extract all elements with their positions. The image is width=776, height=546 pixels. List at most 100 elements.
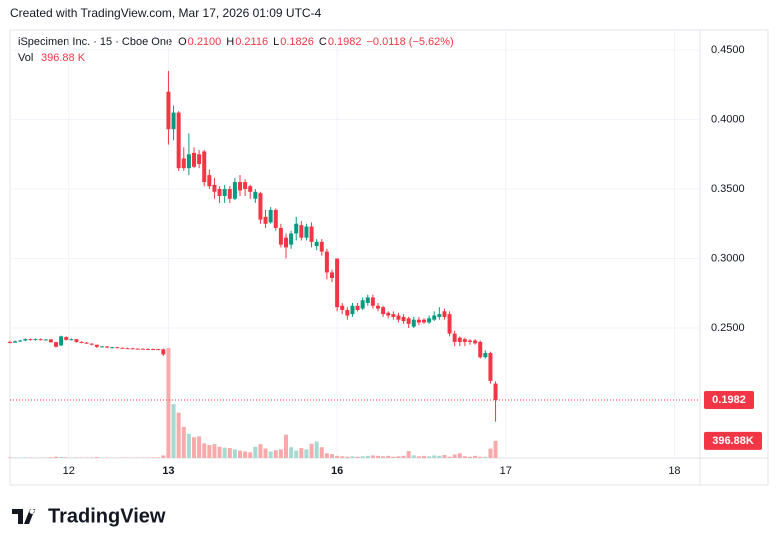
last-price-label: 0.1982 <box>712 394 746 406</box>
volume-bar <box>452 454 457 458</box>
candle-body <box>386 312 391 316</box>
volume-bar <box>330 454 334 458</box>
last-volume-box <box>704 431 762 450</box>
volume-bar <box>468 456 472 458</box>
candle-body <box>227 189 232 199</box>
candle-body <box>186 154 191 169</box>
volume-bar <box>340 456 345 458</box>
volume-bar <box>447 456 452 458</box>
candle-body <box>478 341 483 358</box>
volume-bar <box>350 456 355 458</box>
candle-body <box>105 346 110 348</box>
candle-body <box>355 305 360 310</box>
legend: iSpecimen Inc. · 15 · Cboe One Vol 396.8… <box>18 36 454 64</box>
volume-bar <box>156 457 161 458</box>
symbol: iSpecimen Inc. · 15 · Cboe One <box>18 36 172 48</box>
y-tick-label: 0.3500 <box>711 183 745 195</box>
candle-body <box>212 184 217 192</box>
volume-bar <box>304 449 309 458</box>
volume-bar <box>222 447 227 458</box>
candle-body <box>120 347 125 349</box>
logo: TradingView <box>12 505 166 527</box>
candle-body <box>130 348 135 350</box>
volume-bar <box>263 448 268 458</box>
x-tick-label: 18 <box>668 465 680 477</box>
volume-bar <box>335 455 340 458</box>
volume-bar <box>94 457 99 458</box>
volume-bar <box>13 457 18 458</box>
candle-body <box>13 341 18 343</box>
volume-bar <box>166 348 171 458</box>
volume-bar <box>43 457 48 458</box>
candle-body <box>432 315 437 320</box>
volume-bar <box>176 412 181 458</box>
volume-bar <box>48 457 53 458</box>
volume-bar <box>74 457 79 458</box>
volume-bar <box>151 457 156 458</box>
volume-bar <box>457 453 462 458</box>
candle-body <box>238 182 242 191</box>
volume-bar <box>23 457 28 458</box>
candle-body <box>401 316 406 322</box>
candle-body <box>473 340 478 344</box>
candle-body <box>115 347 120 349</box>
volume-bar <box>186 433 191 458</box>
candle-body <box>166 91 171 130</box>
logo-mark <box>12 509 35 524</box>
plot <box>8 30 700 458</box>
last-price-box <box>704 391 754 410</box>
candle-body <box>483 353 488 358</box>
candle-body <box>33 339 38 341</box>
candle-body <box>181 158 186 169</box>
volume-bar <box>202 443 207 458</box>
volume-bar <box>360 456 365 458</box>
volume-bar <box>324 453 329 458</box>
volume-bar <box>376 455 380 458</box>
created-note: Created with TradingView.com, Mar 17, 20… <box>10 6 322 20</box>
candle-body <box>457 337 462 342</box>
volume-bar <box>273 450 278 458</box>
volume-bar <box>243 451 248 458</box>
candle-body <box>427 318 432 323</box>
candle-body <box>74 339 79 342</box>
volume-bar <box>365 455 370 458</box>
candle-body <box>232 182 237 199</box>
candle-body <box>243 182 248 190</box>
volume-bar <box>299 448 304 458</box>
logo-text: TradingView <box>48 505 166 527</box>
candle-body <box>350 305 355 315</box>
legend-high: 0.2116 <box>235 36 268 48</box>
candle-body <box>248 186 253 192</box>
candle-body <box>110 347 115 349</box>
candle-body <box>381 307 386 315</box>
candle-body <box>396 315 401 320</box>
candle-body <box>437 314 442 317</box>
volume-bar <box>473 455 478 458</box>
legend-o-label: O <box>178 36 187 48</box>
volume-bar <box>427 456 432 458</box>
candle-body <box>69 339 74 341</box>
volume-bar <box>381 456 386 458</box>
volume-bar <box>294 450 299 458</box>
legend-close: 0.1982 <box>328 36 362 48</box>
volume-bar <box>192 437 196 458</box>
volume-bar <box>437 455 442 458</box>
legend-change: −0.0118 (−5.62%) <box>366 36 453 48</box>
volume-bar <box>232 449 237 458</box>
volume-bar <box>401 455 406 458</box>
volume-bar <box>89 457 94 458</box>
candle-body <box>176 112 181 169</box>
candle-body <box>125 348 130 350</box>
candle-body <box>319 241 324 252</box>
volume-bar <box>181 426 186 458</box>
candle-body <box>54 342 58 347</box>
candle-body <box>253 191 258 199</box>
legend-c-label: C <box>319 36 327 48</box>
candle-body <box>345 309 350 316</box>
volume-bar <box>442 454 447 458</box>
volume-bar <box>8 457 12 458</box>
candle-body <box>488 353 493 381</box>
volume-bar <box>478 456 483 458</box>
candle-body <box>84 342 89 344</box>
